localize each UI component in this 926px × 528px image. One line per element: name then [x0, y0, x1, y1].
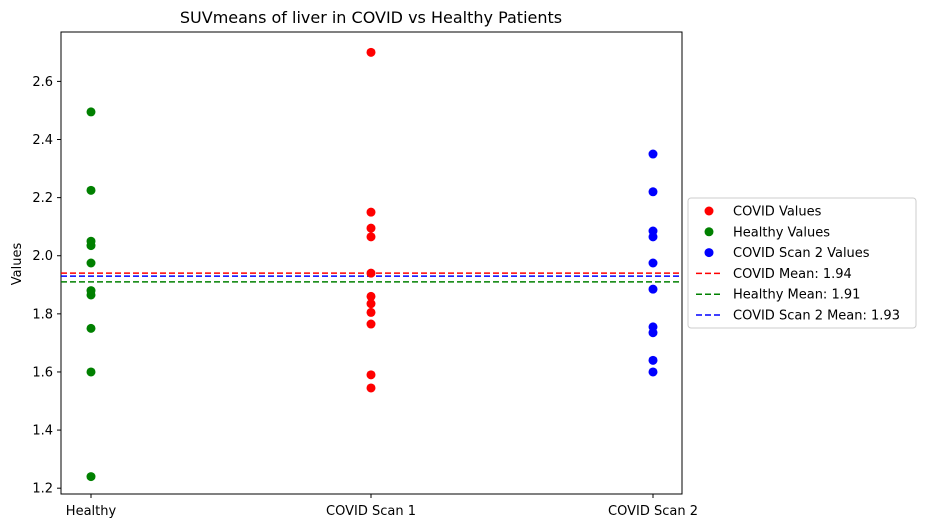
data-point [366, 223, 376, 233]
legend-label: COVID Scan 2 Values [733, 246, 870, 261]
data-point [648, 187, 658, 197]
data-point [366, 307, 376, 317]
legend-label: Healthy Mean: 1.91 [733, 288, 860, 303]
y-tick-label: 1.6 [32, 365, 53, 380]
data-point [648, 355, 658, 365]
data-point [648, 149, 658, 159]
data-point [648, 367, 658, 377]
x-tick-label: COVID Scan 2 [608, 504, 698, 519]
data-point [86, 258, 96, 268]
data-point [366, 207, 376, 217]
data-point [366, 319, 376, 329]
legend-marker [704, 206, 714, 216]
data-point [366, 299, 376, 309]
data-point [86, 185, 96, 195]
legend-label: Healthy Values [733, 225, 830, 240]
data-point [86, 290, 96, 300]
data-point [86, 323, 96, 333]
x-axis-ticks: Healthy COVID Scan 1 COVID Scan 2 [66, 494, 698, 519]
x-tick-label: Healthy [66, 504, 117, 519]
y-tick-label: 2.6 [32, 75, 53, 90]
data-point [648, 328, 658, 338]
data-point [86, 472, 96, 482]
legend-label: COVID Scan 2 Mean: 1.93 [733, 309, 900, 324]
data-point [366, 268, 376, 278]
legend-label: COVID Mean: 1.94 [733, 267, 852, 282]
data-point [366, 232, 376, 242]
y-tick-label: 1.2 [32, 482, 53, 497]
data-point [366, 47, 376, 57]
data-point [86, 241, 96, 251]
data-point [648, 284, 658, 294]
legend-marker [704, 227, 714, 237]
data-point [648, 232, 658, 242]
y-axis-label: Values [10, 243, 25, 286]
legend-label: COVID Values [733, 205, 822, 220]
y-tick-label: 2.4 [32, 133, 53, 148]
chart-title: SUVmeans of liver in COVID vs Healthy Pa… [180, 8, 562, 27]
y-axis-ticks: 1.2 1.4 1.6 1.8 2.0 2.2 2.4 2.6 [32, 75, 61, 497]
data-point [86, 367, 96, 377]
data-point [366, 291, 376, 301]
data-point [86, 107, 96, 117]
data-point [366, 383, 376, 393]
legend: COVID Values Healthy Values COVID Scan 2 V… [687, 197, 917, 329]
y-tick-label: 2.0 [32, 249, 53, 264]
legend-marker [704, 248, 714, 258]
x-tick-label: COVID Scan 1 [326, 504, 416, 519]
plot-area [60, 31, 683, 495]
data-point [366, 370, 376, 380]
legend-frame [687, 197, 917, 329]
y-tick-label: 2.2 [32, 191, 53, 206]
y-tick-label: 1.8 [32, 307, 53, 322]
y-tick-label: 1.4 [32, 424, 53, 439]
data-points [86, 47, 658, 482]
data-point [648, 258, 658, 268]
